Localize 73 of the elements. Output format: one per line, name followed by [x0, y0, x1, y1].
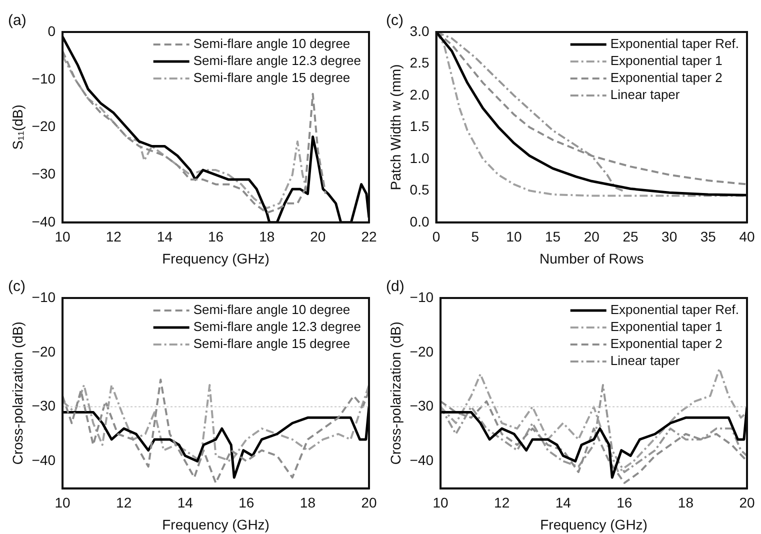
y-tick-label: 1.0	[410, 150, 430, 166]
x-tick-label: 12	[116, 494, 132, 511]
y-axis-title: Cross-polarization (dB)	[387, 322, 404, 465]
x-tick-label: 16	[616, 494, 632, 511]
legend-label: Semi-flare angle 15 degree	[193, 70, 350, 86]
legend-label: Exponential taper Ref.	[610, 36, 740, 52]
x-tick-label: 18	[300, 494, 316, 511]
x-tick-label: 12	[106, 228, 122, 245]
y-axis-title: Cross-polarization (dB)	[9, 322, 26, 465]
y-tick-label: −40	[32, 213, 56, 230]
x-tick-label: 14	[177, 494, 194, 511]
legend-label: Exponential taper Ref.	[610, 302, 740, 318]
x-tick-label: 14	[156, 228, 173, 245]
x-tick-label: 18	[259, 228, 275, 245]
x-tick-label: 22	[361, 228, 377, 245]
y-tick-label: −10	[410, 288, 434, 305]
x-tick-label: 20	[310, 228, 326, 245]
x-tick-label: 20	[739, 494, 755, 511]
x-tick-label: 5	[471, 228, 480, 245]
legend-label: Semi-flare angle 12.3 degree	[193, 53, 362, 68]
legend-label: Linear taper	[610, 353, 680, 368]
y-tick-label: 2.0	[410, 86, 430, 102]
y-tick-label: 0.5	[410, 182, 430, 198]
y-tick-label: −20	[410, 343, 434, 360]
y-tick-label: −30	[410, 398, 434, 414]
y-tick-label: −40	[410, 452, 434, 468]
chart-title: (c)	[8, 278, 26, 296]
legend-label: Linear taper	[610, 87, 680, 102]
y-tick-label: 3.0	[410, 22, 430, 39]
x-tick-label: 20	[584, 228, 600, 245]
y-tick-label: −10	[32, 70, 56, 86]
y-tick-label: 0.0	[410, 213, 430, 230]
chart-title: (d)	[386, 278, 404, 296]
y-tick-label: −20	[32, 118, 56, 134]
x-tick-label: 40	[739, 228, 755, 245]
chart-title: (a)	[8, 12, 26, 30]
y-axis-title: Patch Width w (mm)	[387, 64, 404, 190]
x-tick-label: 15	[545, 228, 561, 245]
y-tick-label: −40	[32, 452, 56, 468]
x-axis-title: Frequency (GHz)	[162, 250, 270, 266]
y-tick-label: 2.5	[410, 54, 430, 71]
y-tick-label: −10	[32, 288, 56, 305]
x-tick-label: 14	[555, 494, 572, 511]
y-tick-label: −30	[32, 166, 56, 182]
x-tick-label: 18	[678, 494, 694, 511]
x-tick-label: 10	[432, 494, 449, 511]
legend-label: Exponential taper 1	[610, 319, 722, 334]
x-tick-label: 25	[622, 228, 638, 245]
x-tick-label: 10	[54, 494, 71, 511]
y-tick-label: 0	[48, 22, 56, 39]
x-axis-title: Frequency (GHz)	[162, 516, 270, 532]
x-tick-label: 30	[662, 228, 678, 245]
x-tick-label: 20	[361, 494, 377, 511]
x-tick-label: 10	[506, 228, 522, 245]
legend-label: Semi-flare angle 15 degree	[193, 336, 350, 352]
x-tick-label: 16	[208, 228, 224, 245]
y-axis-title: S₁₁(dB)	[9, 104, 26, 150]
x-tick-label: 12	[494, 494, 510, 511]
x-tick-label: 35	[700, 228, 716, 245]
legend-label: Exponential taper 1	[610, 53, 722, 68]
legend-label: Semi-flare angle 10 degree	[193, 302, 350, 318]
x-axis-title: Number of Rows	[540, 250, 644, 266]
legend-label: Semi-flare angle 10 degree	[193, 36, 350, 52]
legend-label: Semi-flare angle 12.3 degree	[193, 319, 362, 334]
x-axis-title: Frequency (GHz)	[540, 516, 648, 532]
x-tick-label: 16	[238, 494, 254, 511]
x-tick-label: 10	[54, 228, 71, 245]
y-tick-label: 1.5	[410, 118, 430, 134]
y-tick-label: −20	[32, 343, 56, 360]
chart-title: (c)	[386, 12, 404, 30]
legend-label: Exponential taper 2	[610, 336, 722, 352]
y-tick-label: −30	[32, 398, 56, 414]
legend-label: Exponential taper 2	[610, 70, 722, 86]
